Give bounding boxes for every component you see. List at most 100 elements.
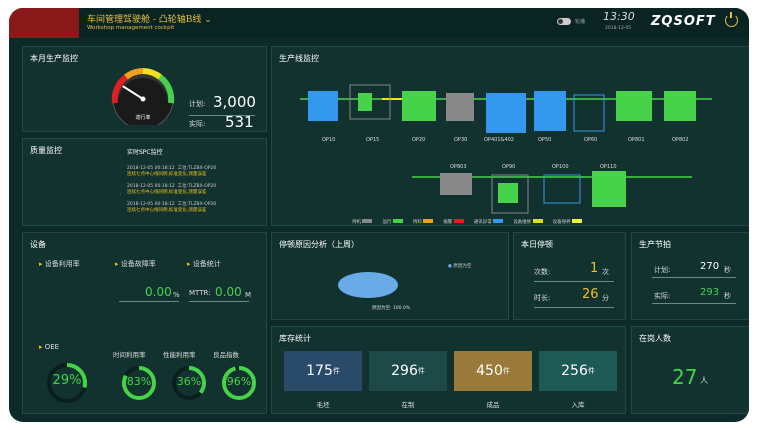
- downtime-pie-chart: [338, 272, 398, 298]
- perf-label: 性能利用率: [163, 351, 196, 359]
- actual-label: 实际:: [189, 120, 206, 128]
- legend-item: 待料: [413, 219, 434, 225]
- panel-title: 质量监控: [30, 146, 62, 155]
- station-op30[interactable]: [446, 93, 474, 121]
- plan-value: 3,000: [213, 93, 256, 111]
- oee-value: 29%: [52, 373, 82, 388]
- station-op90[interactable]: [491, 174, 529, 214]
- page-title[interactable]: 车间管理驾驶舱 - 凸轮轴B线 ⌄: [87, 15, 212, 25]
- station-op110[interactable]: [592, 171, 626, 207]
- triangle-icon: ▸: [187, 260, 191, 268]
- mttr-label: MTTR:: [189, 289, 211, 297]
- station-label: OP802: [672, 137, 689, 143]
- equipment-panel: 设备 ▸ 设备利用率 ▸ 设备故障率 ▸ 设备统计 0.00 % MTTR: 0…: [22, 232, 267, 414]
- pie-slice[interactable]: [338, 272, 398, 298]
- station-op803[interactable]: [440, 173, 472, 195]
- staff-count-value: 27: [672, 365, 698, 389]
- panel-title: 本月生产监控: [30, 54, 78, 63]
- stop-count-value: 1: [590, 261, 599, 276]
- gauge-label: 達行率: [135, 114, 150, 121]
- station-op10[interactable]: [308, 91, 338, 121]
- legend-item: 报警: [443, 219, 464, 225]
- list-item[interactable]: 2018-12-05 00:18:12 工位:TLZBX-OP20 连续七点中心…: [127, 202, 217, 213]
- station-label: OP15: [366, 137, 380, 143]
- list-item[interactable]: 2018-12-05 00:18:12 工位:TLZBX-OP20 连续七点中心…: [127, 166, 217, 177]
- mttr-value: 0.00: [215, 285, 242, 299]
- staff-panel: 在岗人数 27 人: [631, 326, 749, 414]
- station-label: OP110: [600, 164, 617, 170]
- equipment-stat-label: ▸ 设备统计: [187, 260, 221, 268]
- inventory-panel: 库存统计 175 件 296 件 450 件 256 件 毛坯 在制 成品 入库: [271, 326, 626, 414]
- quality-label: 良品指数: [213, 351, 239, 359]
- legend-item: 设备保养: [553, 219, 583, 225]
- takt-plan-value: 270: [700, 261, 720, 272]
- time-util-ring: [122, 366, 156, 400]
- panel-title: 生产线监控: [279, 54, 319, 63]
- station-op50[interactable]: [534, 91, 566, 131]
- production-line-panel: 生产线监控 OP10 OP15 OP20 OP30 OP401&402 OP50: [271, 46, 749, 226]
- station-op100[interactable]: [543, 174, 581, 204]
- spc-title: 实时SPC监控: [127, 149, 163, 156]
- legend-item: 待机: [352, 219, 373, 225]
- station-label: OP50: [538, 137, 552, 143]
- quality-ring: [222, 366, 256, 400]
- triangle-icon: ▸: [115, 260, 119, 268]
- station-label: OP401&402: [484, 137, 514, 143]
- inventory-card-stored[interactable]: 256 件: [539, 351, 617, 391]
- stop-duration-value: 26: [582, 287, 599, 302]
- dashboard-frame: 车间管理驾驶舱 - 凸轮轴B线 ⌄ Workshop management co…: [9, 8, 749, 422]
- carousel-toggle[interactable]: [557, 18, 571, 25]
- monthly-production-panel: 本月生产监控 達行率 计划: 3,000 实际: 531: [22, 46, 267, 132]
- chevron-down-icon[interactable]: ⌄: [204, 15, 212, 25]
- fault-rate-value: 0.00: [145, 285, 172, 299]
- chevron-left-icon[interactable]: ‹: [119, 191, 122, 198]
- takt-panel: 生产节拍 计划: 270 秒 实际: 293 秒: [631, 232, 749, 320]
- oee-rings: [47, 363, 256, 403]
- time-util-label: 时间利用率: [113, 351, 146, 359]
- perf-value: 36%: [176, 375, 202, 388]
- oee-ring: [47, 363, 87, 403]
- line-layout-diagram: [300, 84, 712, 214]
- legend-item: 设备维修: [513, 219, 543, 225]
- oee-label: ▸ OEE: [39, 343, 60, 351]
- spc-alert-list: 2018-12-05 00:18:12 工位:TLZBX-OP20 连续七点中心…: [127, 165, 262, 213]
- clock-date: 2018-12-05: [605, 26, 632, 31]
- status-legend: 待机 运行 待料 报警 通讯异常 设备维修 设备保养: [352, 219, 712, 225]
- station-label: OP803: [450, 164, 467, 170]
- station-op801[interactable]: [616, 91, 652, 121]
- equipment-util-label: ▸ 设备利用率: [39, 260, 80, 268]
- today-stop-panel: 本日停顿 次数: 1 次 时长: 26 分: [513, 232, 626, 320]
- station-op802[interactable]: [664, 91, 696, 121]
- header-accent: [9, 8, 79, 38]
- station-op15[interactable]: [349, 84, 391, 120]
- plan-label: 计划:: [189, 100, 206, 108]
- station-label: OP60: [584, 137, 598, 143]
- pie-slice-label: 原因为空: 100.0%: [372, 306, 411, 311]
- takt-actual-value: 293: [700, 287, 720, 298]
- inventory-card-finished[interactable]: 450 件: [454, 351, 532, 391]
- station-label: OP30: [454, 137, 468, 143]
- quality-panel: 质量监控 实时SPC监控 2018-12-05 00:18:12 工位:TLZB…: [22, 138, 267, 226]
- inventory-card-wip[interactable]: 296 件: [369, 351, 447, 391]
- triangle-icon: ▸: [39, 260, 43, 268]
- station-op60[interactable]: [573, 94, 605, 132]
- station-op20[interactable]: [402, 91, 436, 121]
- panel-title: 停顿原因分析（上周）: [279, 240, 359, 249]
- power-icon[interactable]: [725, 12, 738, 27]
- list-item[interactable]: 2018-12-05 00:18:12 工位:TLZBX-OP20 连续七点中心…: [127, 184, 217, 195]
- station-op401-402[interactable]: [486, 93, 526, 133]
- panel-title: 库存统计: [279, 334, 311, 343]
- panel-title: 生产节拍: [639, 240, 671, 249]
- achievement-gauge: 達行率: [111, 68, 175, 125]
- station-label: OP10: [322, 137, 336, 143]
- clock-time: 13:30: [603, 10, 635, 23]
- actual-value: 531: [225, 113, 254, 131]
- station-label: OP20: [412, 137, 426, 143]
- legend-item: 运行: [382, 219, 403, 225]
- inventory-card-blank[interactable]: 175 件: [284, 351, 362, 391]
- quality-value: 96%: [226, 375, 252, 388]
- top-bar: 车间管理驾驶舱 - 凸轮轴B线 ⌄ Workshop management co…: [9, 8, 749, 38]
- carousel-toggle-label: 轮播: [575, 19, 586, 25]
- pie-legend: ● 原因为空: [448, 264, 472, 269]
- equipment-fault-label: ▸ 设备故障率: [115, 260, 156, 268]
